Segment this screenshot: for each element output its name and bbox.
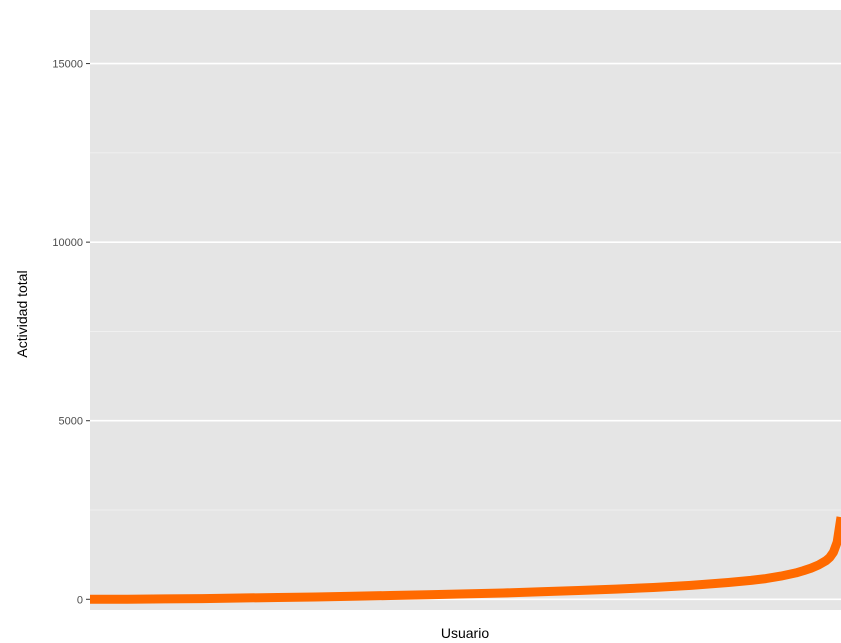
- y-tick-label: 0: [77, 594, 83, 606]
- y-tick-label: 15000: [52, 59, 83, 71]
- series-layer: [90, 516, 841, 604]
- series-line: [90, 516, 841, 604]
- panel-background: [90, 10, 841, 610]
- y-tick-label: 10000: [52, 237, 83, 249]
- y-tick-label: 5000: [59, 416, 83, 428]
- y-axis-title: Actividad total: [14, 270, 30, 357]
- x-axis-title: Usuario: [441, 625, 489, 641]
- y-axis: 0 5000 10000 15000: [52, 59, 90, 606]
